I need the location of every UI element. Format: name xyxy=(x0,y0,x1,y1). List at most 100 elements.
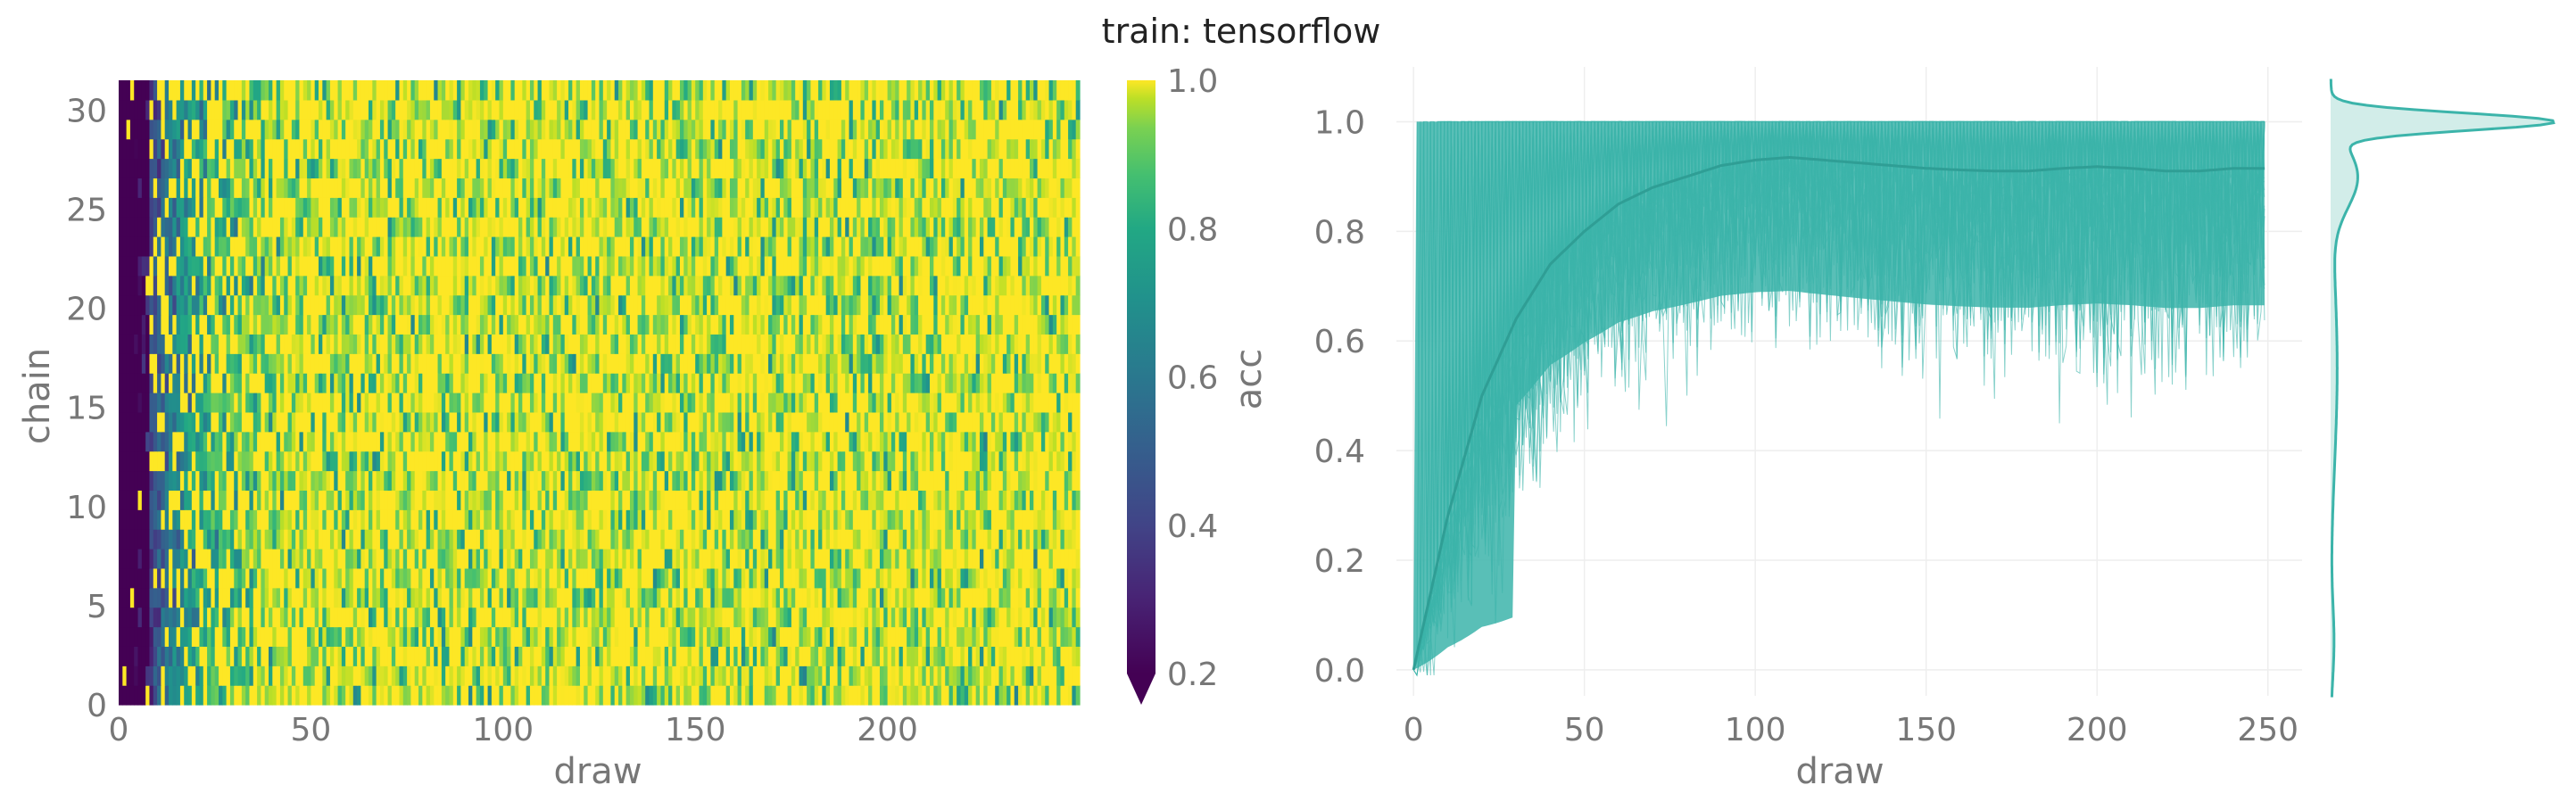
heatmap-cell xyxy=(545,646,551,666)
heatmap-cell xyxy=(887,665,892,686)
heatmap-cell xyxy=(414,490,419,510)
heatmap-cell xyxy=(514,567,519,589)
heatmap-cell xyxy=(222,353,228,374)
heatmap-cell xyxy=(910,685,915,706)
heatmap-cell xyxy=(929,567,934,589)
heatmap-cell xyxy=(710,646,716,666)
heatmap-cell xyxy=(276,373,281,393)
heatmap-cell xyxy=(219,665,223,686)
heatmap-cell xyxy=(257,685,261,706)
heatmap-cell xyxy=(983,353,989,374)
heatmap-cell xyxy=(184,529,189,550)
heatmap-cell xyxy=(702,334,708,354)
heatmap-cell xyxy=(1014,646,1019,666)
heatmap-cell xyxy=(864,529,869,550)
heatmap-cell xyxy=(791,470,796,491)
heatmap-cell xyxy=(864,646,869,666)
heatmap-cell xyxy=(887,314,892,335)
heatmap-cell xyxy=(269,373,273,393)
heatmap-cell xyxy=(899,685,904,706)
heatmap-cell xyxy=(937,334,942,354)
heatmap-cell xyxy=(522,587,527,608)
heatmap-cell xyxy=(241,353,246,374)
heatmap-cell xyxy=(349,685,354,706)
heatmap-cell xyxy=(476,470,481,491)
heatmap-cell xyxy=(249,646,254,666)
heatmap-cell xyxy=(587,607,592,628)
heatmap-cell xyxy=(322,450,327,472)
heatmap-cell xyxy=(179,373,185,393)
heatmap-cell xyxy=(534,470,539,491)
heatmap-cell xyxy=(379,450,385,472)
heatmap-cell xyxy=(618,607,623,628)
heatmap-cell xyxy=(284,470,289,491)
heatmap-cell xyxy=(799,646,804,666)
heatmap-cell xyxy=(918,529,923,550)
heatmap-cell xyxy=(975,509,981,530)
heatmap-cell xyxy=(1060,626,1065,647)
heatmap-cell xyxy=(334,431,339,452)
heatmap-cell xyxy=(568,431,573,452)
heatmap-cell xyxy=(818,411,823,433)
heatmap-cell xyxy=(998,646,1004,666)
heatmap-cell xyxy=(652,470,658,491)
heatmap-cell xyxy=(560,685,566,706)
heatmap-cell xyxy=(207,549,211,569)
heatmap-cell xyxy=(510,549,516,569)
heatmap-cell xyxy=(576,353,581,374)
heatmap-cell xyxy=(537,567,543,589)
heatmap-cell xyxy=(449,646,454,666)
heatmap-cell xyxy=(852,607,857,628)
heatmap-cell xyxy=(291,373,296,393)
heatmap-cell xyxy=(799,353,804,374)
heatmap-cell xyxy=(418,314,423,335)
heatmap-cell xyxy=(402,334,408,354)
heatmap-cell xyxy=(499,646,504,666)
heatmap-cell xyxy=(914,314,919,335)
heatmap-cell xyxy=(437,567,443,589)
heatmap-cell xyxy=(775,411,781,433)
heatmap-cell xyxy=(587,646,592,666)
heatmap-cell xyxy=(269,470,273,491)
heatmap-cell xyxy=(391,334,396,354)
heatmap-cell xyxy=(868,314,873,335)
heatmap-cell xyxy=(722,411,727,433)
heatmap-cell xyxy=(668,549,673,569)
heatmap-cell xyxy=(822,607,827,628)
heatmap-cell xyxy=(284,529,289,550)
heatmap-cell xyxy=(795,411,800,433)
heatmap-cell xyxy=(391,626,396,647)
heatmap-cell xyxy=(341,450,346,472)
heatmap-cell xyxy=(699,314,704,335)
heatmap-cell xyxy=(352,607,358,628)
heatmap-cell xyxy=(269,393,273,413)
heatmap-cell xyxy=(457,607,462,628)
heatmap-cell xyxy=(276,393,281,413)
heatmap-cell xyxy=(872,646,877,666)
heatmap-cell xyxy=(487,353,493,374)
heatmap-cell xyxy=(772,607,777,628)
heatmap-cell xyxy=(441,450,446,472)
heatmap-cell xyxy=(972,685,977,706)
heatmap-cell xyxy=(387,353,393,374)
heatmap-cell xyxy=(875,470,881,491)
heatmap-cell xyxy=(418,587,423,608)
heatmap-cell xyxy=(391,393,396,413)
heatmap-cell xyxy=(410,490,416,510)
heatmap-cell xyxy=(449,393,454,413)
heatmap-cell xyxy=(764,665,769,686)
heatmap-cell xyxy=(1037,607,1042,628)
heatmap-cell xyxy=(502,431,508,452)
heatmap-cell xyxy=(725,334,731,354)
heatmap-cell xyxy=(599,393,604,413)
heatmap-cell xyxy=(207,646,211,666)
heatmap-cell xyxy=(1033,587,1039,608)
heatmap-cell xyxy=(487,626,493,647)
heatmap-cell xyxy=(537,685,543,706)
heatmap-cell xyxy=(729,626,734,647)
heatmap-cell xyxy=(787,393,792,413)
heatmap-cell xyxy=(918,567,923,589)
heatmap-cell xyxy=(495,549,501,569)
heatmap-cell xyxy=(302,587,308,608)
heatmap-cell xyxy=(126,314,131,335)
